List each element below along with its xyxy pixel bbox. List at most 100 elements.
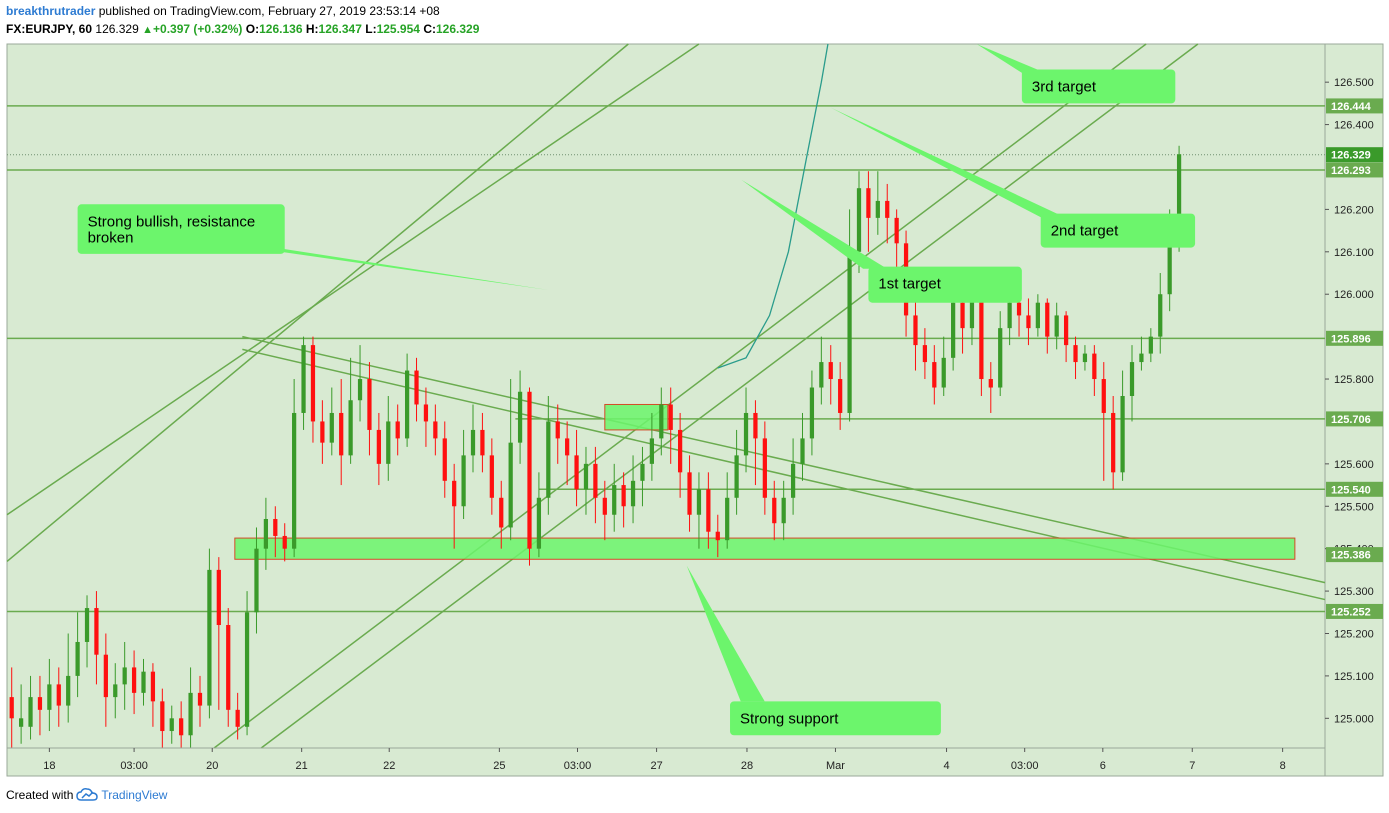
candle-body (536, 497, 542, 549)
candle-body (1101, 379, 1106, 413)
x-tick-label: 6 (1100, 760, 1106, 772)
candle-body (1158, 294, 1163, 337)
candle-body (715, 531, 720, 541)
x-tick-label: 18 (43, 760, 55, 772)
candle-body (169, 718, 174, 732)
price-label-text: 126.329 (1331, 150, 1371, 162)
annotation-text: Strong support (740, 710, 839, 727)
x-tick-label: 25 (493, 760, 505, 772)
annotation-box (1040, 213, 1196, 248)
candle-body (772, 497, 777, 524)
candle-body (1139, 353, 1144, 363)
candle-body (969, 294, 975, 329)
price-label-text: 125.540 (1331, 484, 1371, 496)
candle-body (339, 412, 344, 456)
high-label: H: (305, 22, 319, 36)
annotation-text: 2nd target (1051, 223, 1119, 240)
candle-body (866, 188, 871, 218)
candle-body (753, 412, 758, 439)
candle-body (1167, 230, 1172, 295)
candle-body (988, 379, 993, 388)
candle-body (386, 421, 391, 464)
candle-body (847, 251, 852, 413)
candle-body (273, 518, 278, 536)
published-text: published on TradingView.com, February 2… (98, 4, 440, 18)
candle-body (461, 455, 466, 507)
x-tick-label: Mar (826, 760, 845, 772)
candle-body (885, 200, 890, 218)
tradingview-link[interactable]: TradingView (101, 788, 168, 802)
x-tick-label: 03:00 (120, 760, 148, 772)
author-link[interactable]: breakthrutrader (6, 4, 96, 18)
candle-body (47, 684, 52, 710)
candle-body (9, 697, 14, 719)
candle-body (1176, 154, 1182, 231)
candle-body (565, 438, 570, 456)
candle-body (1007, 302, 1012, 329)
candle-body (725, 497, 730, 541)
candle-body (517, 391, 523, 443)
candle-body (254, 548, 259, 613)
price-axis-labels: 125.000125.100125.200125.300125.400125.5… (1325, 77, 1383, 725)
close-label: C: (423, 22, 436, 36)
trendline (6, 43, 700, 516)
candle-body (640, 463, 645, 481)
candle-body (160, 701, 165, 732)
price-change: +0.397 (+0.32%) (153, 22, 243, 36)
candle-body (442, 438, 447, 481)
candle-body (922, 345, 928, 363)
candle-body (292, 412, 297, 549)
trendline (213, 43, 1147, 749)
y-tick-label: 126.200 (1334, 204, 1374, 216)
candle-body (875, 200, 880, 218)
candle-body (179, 718, 184, 736)
candle-body (630, 480, 636, 507)
candle-body (188, 692, 193, 736)
candle-body (310, 345, 316, 422)
candle-body (894, 217, 899, 244)
x-tick-label: 20 (206, 760, 218, 772)
candle-body (781, 497, 786, 524)
candle-body (593, 463, 598, 498)
y-tick-label: 126.400 (1334, 120, 1374, 132)
y-tick-label: 125.500 (1334, 501, 1374, 513)
annotation-pointer (686, 565, 765, 702)
trendline (6, 43, 629, 562)
candle-body (743, 412, 749, 456)
price-label-badge (1326, 411, 1383, 427)
x-tick-label: 27 (650, 760, 662, 772)
price-label-badge (1326, 481, 1383, 497)
candle-body (56, 684, 61, 706)
candle-body (94, 608, 99, 655)
x-tick-label: 7 (1189, 760, 1195, 772)
candle-body (1035, 302, 1040, 329)
candle-body (1045, 302, 1050, 337)
x-tick-label: 28 (741, 760, 753, 772)
candle-body (790, 463, 796, 498)
price-label-text: 125.252 (1331, 606, 1371, 618)
candle-body (244, 612, 250, 727)
candle-body (1063, 315, 1069, 346)
candle-body (1092, 353, 1097, 380)
candle-body (951, 302, 956, 358)
candle-body (979, 294, 984, 380)
symbol-label[interactable]: FX:EURJPY, 60 (6, 22, 93, 36)
candle-body (555, 421, 560, 439)
candle-body (84, 608, 90, 642)
candle-body (546, 421, 551, 498)
y-tick-label: 125.200 (1334, 628, 1374, 640)
open-label: O: (245, 22, 260, 36)
projection-curve (717, 43, 829, 369)
candle-body (103, 654, 108, 698)
candle-body (499, 497, 504, 528)
candle-body (508, 442, 513, 528)
candle-body (197, 692, 203, 706)
annotation-box (868, 266, 1022, 303)
annotation-text: 3rd target (1032, 78, 1097, 95)
candle-body (800, 438, 805, 464)
y-tick-label: 125.300 (1334, 586, 1374, 598)
footer: Created with TradingView (6, 788, 167, 802)
annotation-pointer (251, 247, 549, 290)
